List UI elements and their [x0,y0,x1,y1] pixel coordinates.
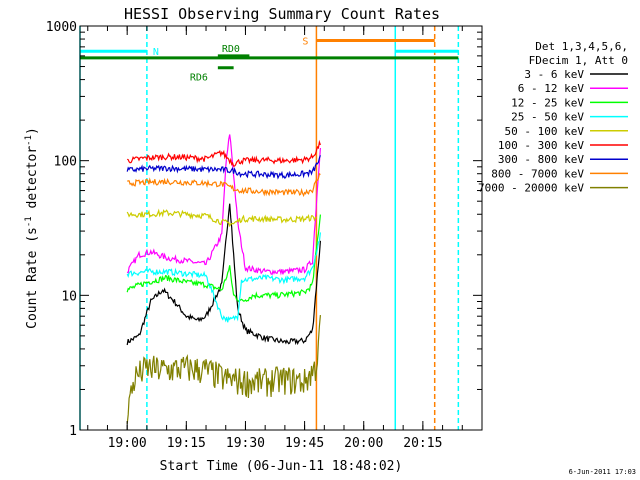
series-line-8 [126,315,321,424]
x-tick-label-0: 19:00 [108,436,147,451]
y-axis-label-end: ) [25,127,40,135]
legend-header-line-1: Det 1,3,4,5,6, [535,40,628,53]
series-line-1 [126,134,321,276]
legend-header-line-2: FDecim 1, Att 0 [529,54,628,67]
legend-label-6: 300 - 800 keV [498,153,584,166]
x-tick-label-1: 19:15 [167,436,206,451]
state-bar-label-rd6: RD6 [190,73,208,84]
plot-area: N S RD0 RD6 [79,25,483,431]
state-bar-label-rd0: RD0 [222,44,240,55]
series-lines [126,134,321,424]
state-bar-label-n: N [153,47,159,58]
chart-title: HESSI Observing Summary Count Rates [124,5,440,23]
legend-label-0: 3 - 6 keV [524,68,584,81]
legend-label-3: 25 - 50 keV [511,111,584,124]
y-axis-label-sup2: -1 [24,135,34,146]
state-bar-label-s: S [302,37,308,48]
y-tick-label-2: 100 [54,155,77,170]
series-line-7 [127,172,321,198]
legend-label-4: 50 - 100 keV [505,125,585,138]
y-axis-label-mid: detector [25,146,40,217]
series-line-3 [126,232,321,323]
y-tick-label-0: 1 [69,424,77,439]
legend-label-1: 6 - 12 keV [518,82,585,95]
legend-label-5: 100 - 300 keV [498,139,584,152]
generation-timestamp: 6-Jun-2011 17:03 [569,468,636,476]
x-tick-label-2: 19:30 [226,436,265,451]
legend: Det 1,3,4,5,6, FDecim 1, Att 0 3 - 6 keV… [478,40,628,195]
y-tick-label-3: 1000 [46,20,77,35]
plot-frame [79,25,483,431]
y-tick-label-1: 10 [61,289,77,304]
legend-label-8: 7000 - 20000 keV [478,182,584,195]
y-axis-label-main: Count Rate (s [25,227,40,329]
legend-label-7: 800 - 7000 keV [491,167,584,180]
series-line-5 [126,139,321,167]
x-axis-label: Start Time (06-Jun-11 18:48:02) [160,459,403,474]
series-line-2 [126,214,321,303]
y-axis-label-sup1: -1 [24,216,34,227]
x-tick-label-3: 19:45 [285,436,324,451]
legend-label-2: 12 - 25 keV [511,96,584,109]
x-tick-label-4: 20:00 [344,436,383,451]
series-line-4 [126,208,317,228]
y-axis-label: Count Rate (s-1 detector-1) [24,127,40,329]
axis-ticks: 1 10 100 1000 19:00 19:15 19:30 19:45 20:00 20:15 [46,20,483,451]
x-tick-label-5: 20:15 [403,436,442,451]
series-line-6 [126,155,321,180]
series-line-0 [126,203,321,346]
